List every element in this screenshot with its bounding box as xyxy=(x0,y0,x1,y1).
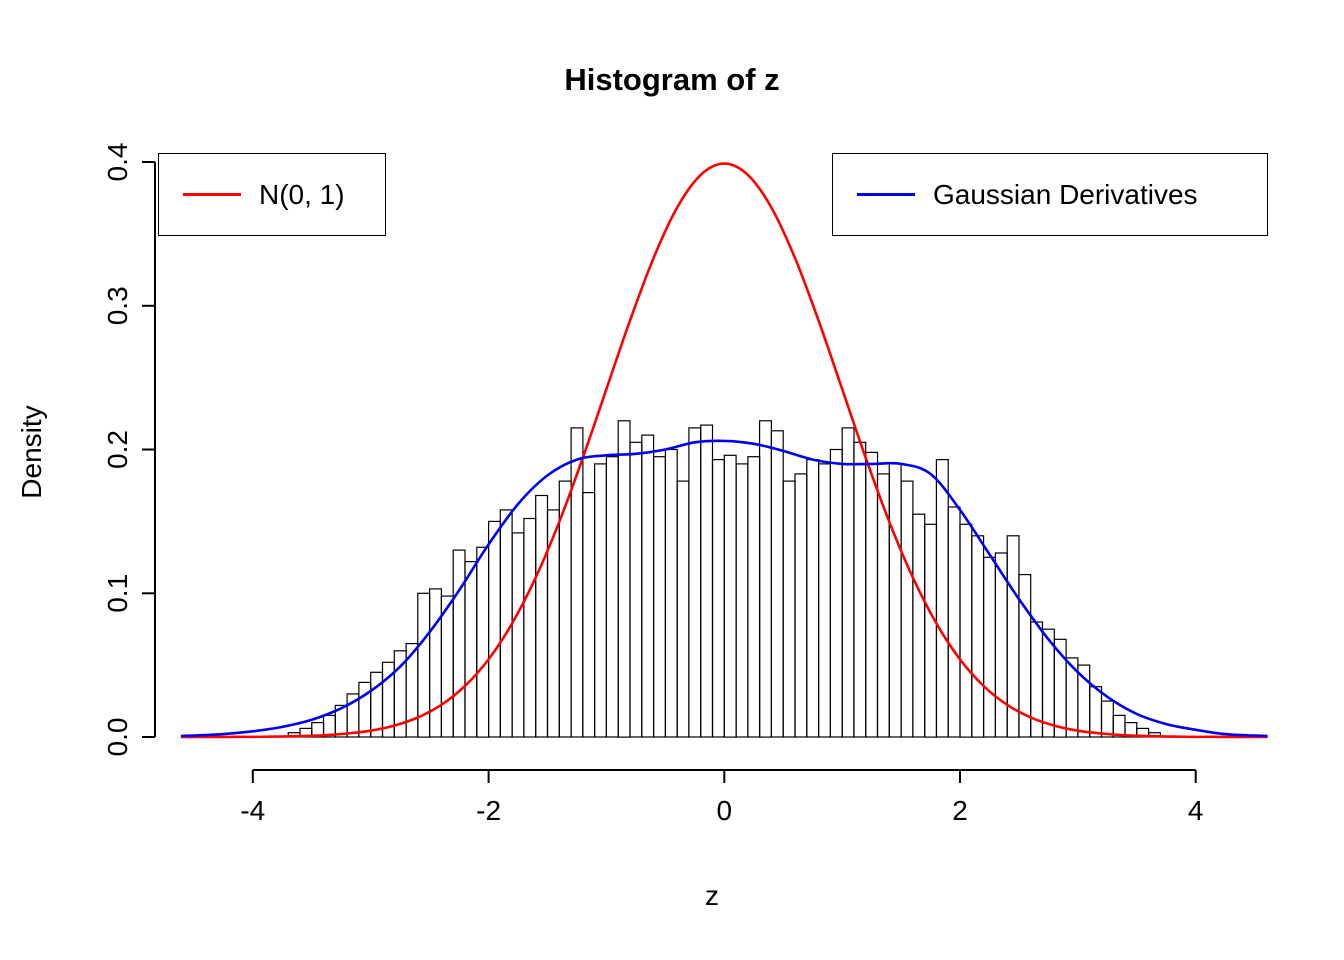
histogram-bar xyxy=(711,459,725,738)
histogram-bar xyxy=(865,451,879,738)
histogram-bar xyxy=(806,459,820,738)
x-tick-label: -4 xyxy=(240,795,265,826)
histogram-bar xyxy=(700,424,714,738)
chart-title: Histogram of z xyxy=(564,62,780,97)
histogram-bar xyxy=(794,473,808,738)
x-axis-label: z xyxy=(705,880,719,911)
histogram-bar xyxy=(664,448,678,738)
histogram-bar xyxy=(511,532,525,738)
histogram-bar xyxy=(358,681,372,738)
histogram-bar xyxy=(935,459,949,738)
legend-line-blue xyxy=(857,193,915,196)
x-tick-label: 2 xyxy=(952,795,968,826)
histogram-bar xyxy=(676,480,690,738)
legend-box-derivatives: Gaussian Derivatives xyxy=(832,153,1268,236)
histogram-bar xyxy=(464,560,478,738)
y-tick-label: 0.2 xyxy=(102,430,133,469)
histogram-bar xyxy=(1077,664,1091,738)
histogram-bar xyxy=(876,473,890,738)
histogram-bar xyxy=(888,463,902,738)
histogram-bar xyxy=(476,546,490,738)
legend-box-normal: N(0, 1) xyxy=(158,153,386,236)
histogram-bar xyxy=(817,463,831,738)
histogram-bar xyxy=(829,448,843,738)
histogram-bar xyxy=(1100,700,1114,738)
legend-label-normal: N(0, 1) xyxy=(259,178,345,210)
histogram-bar xyxy=(488,520,502,738)
histogram-bar xyxy=(971,535,985,738)
histogram-bar xyxy=(735,463,749,738)
histogram-bar xyxy=(688,427,702,738)
histogram-bar xyxy=(629,441,643,738)
histogram-bar xyxy=(770,430,784,738)
y-tick-label: 0.3 xyxy=(102,286,133,325)
x-tick-label: 4 xyxy=(1188,795,1204,826)
x-tick-label: -2 xyxy=(476,795,501,826)
legend-line-red xyxy=(183,193,241,196)
histogram-bar xyxy=(605,456,619,738)
histogram-bar xyxy=(782,480,796,738)
histogram-bar xyxy=(523,517,537,738)
histogram-bar xyxy=(747,456,761,738)
histogram-bar xyxy=(1089,686,1103,738)
histogram-bar xyxy=(641,434,655,738)
histogram-bar xyxy=(440,595,454,738)
histogram-bar xyxy=(652,456,666,738)
histogram-bar xyxy=(535,494,549,738)
histogram-bar xyxy=(982,556,996,738)
histogram-bar xyxy=(900,480,914,738)
legend-label-derivatives: Gaussian Derivatives xyxy=(933,178,1198,210)
histogram-bar xyxy=(723,454,737,738)
histogram-bar xyxy=(499,509,513,738)
x-tick-label: 0 xyxy=(717,795,733,826)
curve-gaussian-derivatives xyxy=(180,439,1268,738)
histogram-bar xyxy=(947,506,961,738)
histogram-bar xyxy=(582,492,596,738)
histogram-bar xyxy=(853,441,867,738)
histogram-bar xyxy=(924,523,938,738)
histogram-bar xyxy=(959,523,973,738)
histogram-bar xyxy=(593,463,607,738)
histogram-bar xyxy=(452,549,466,738)
histogram-bar xyxy=(912,513,926,738)
histogram-bar xyxy=(841,427,855,738)
y-tick-label: 0.1 xyxy=(102,574,133,613)
curve-normal xyxy=(180,162,1268,739)
histogram-bar xyxy=(429,588,443,738)
y-tick-label: 0.0 xyxy=(102,718,133,757)
histogram-bar xyxy=(758,420,772,738)
histogram-bar xyxy=(617,420,631,738)
y-tick-label: 0.4 xyxy=(102,143,133,182)
